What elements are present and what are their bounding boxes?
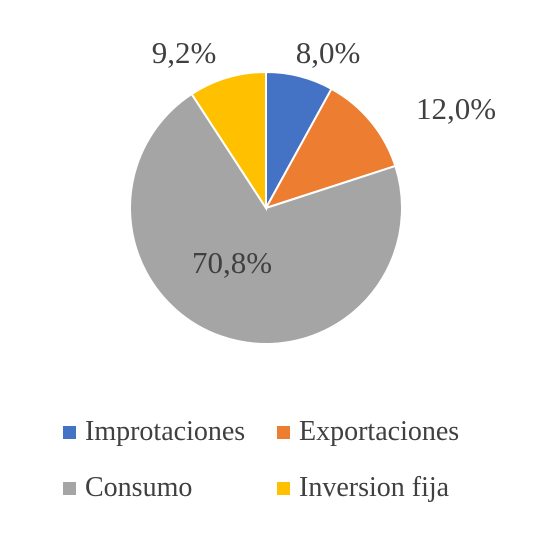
pie-slice-exportaciones xyxy=(263,87,397,210)
legend-label-inversion-fija: Inversion fija xyxy=(299,472,450,503)
pie-slice-consumo xyxy=(129,92,403,345)
legend-item-improtaciones: Improtaciones xyxy=(63,416,245,448)
legend-item-consumo: Consumo xyxy=(63,472,192,504)
legend-item-inversion-fija: Inversion fija xyxy=(277,472,449,504)
legend-swatch-exportaciones xyxy=(277,425,290,439)
pie-plot-area: 8,0% 12,0% 70,8% 9,2% xyxy=(129,35,496,345)
pie-slices xyxy=(129,70,403,345)
data-label-inversion-fija: 9,2% xyxy=(152,35,217,70)
legend-swatch-inversion-fija xyxy=(277,481,290,495)
legend-item-exportaciones: Exportaciones xyxy=(277,416,459,448)
legend-label-exportaciones: Exportaciones xyxy=(299,416,460,447)
data-label-exportaciones: 12,0% xyxy=(416,91,496,126)
legend-label-improtaciones: Improtaciones xyxy=(85,416,246,447)
legend-label-consumo: Consumo xyxy=(85,472,193,503)
legend-swatch-consumo xyxy=(63,481,76,495)
pie-data-labels: 8,0% 12,0% 70,8% 9,2% xyxy=(152,35,496,280)
data-label-consumo: 70,8% xyxy=(192,245,272,280)
pie-slice-inversion-fija xyxy=(190,70,267,212)
data-label-improtaciones: 8,0% xyxy=(296,35,361,70)
legend-swatch-improtaciones xyxy=(63,425,76,439)
